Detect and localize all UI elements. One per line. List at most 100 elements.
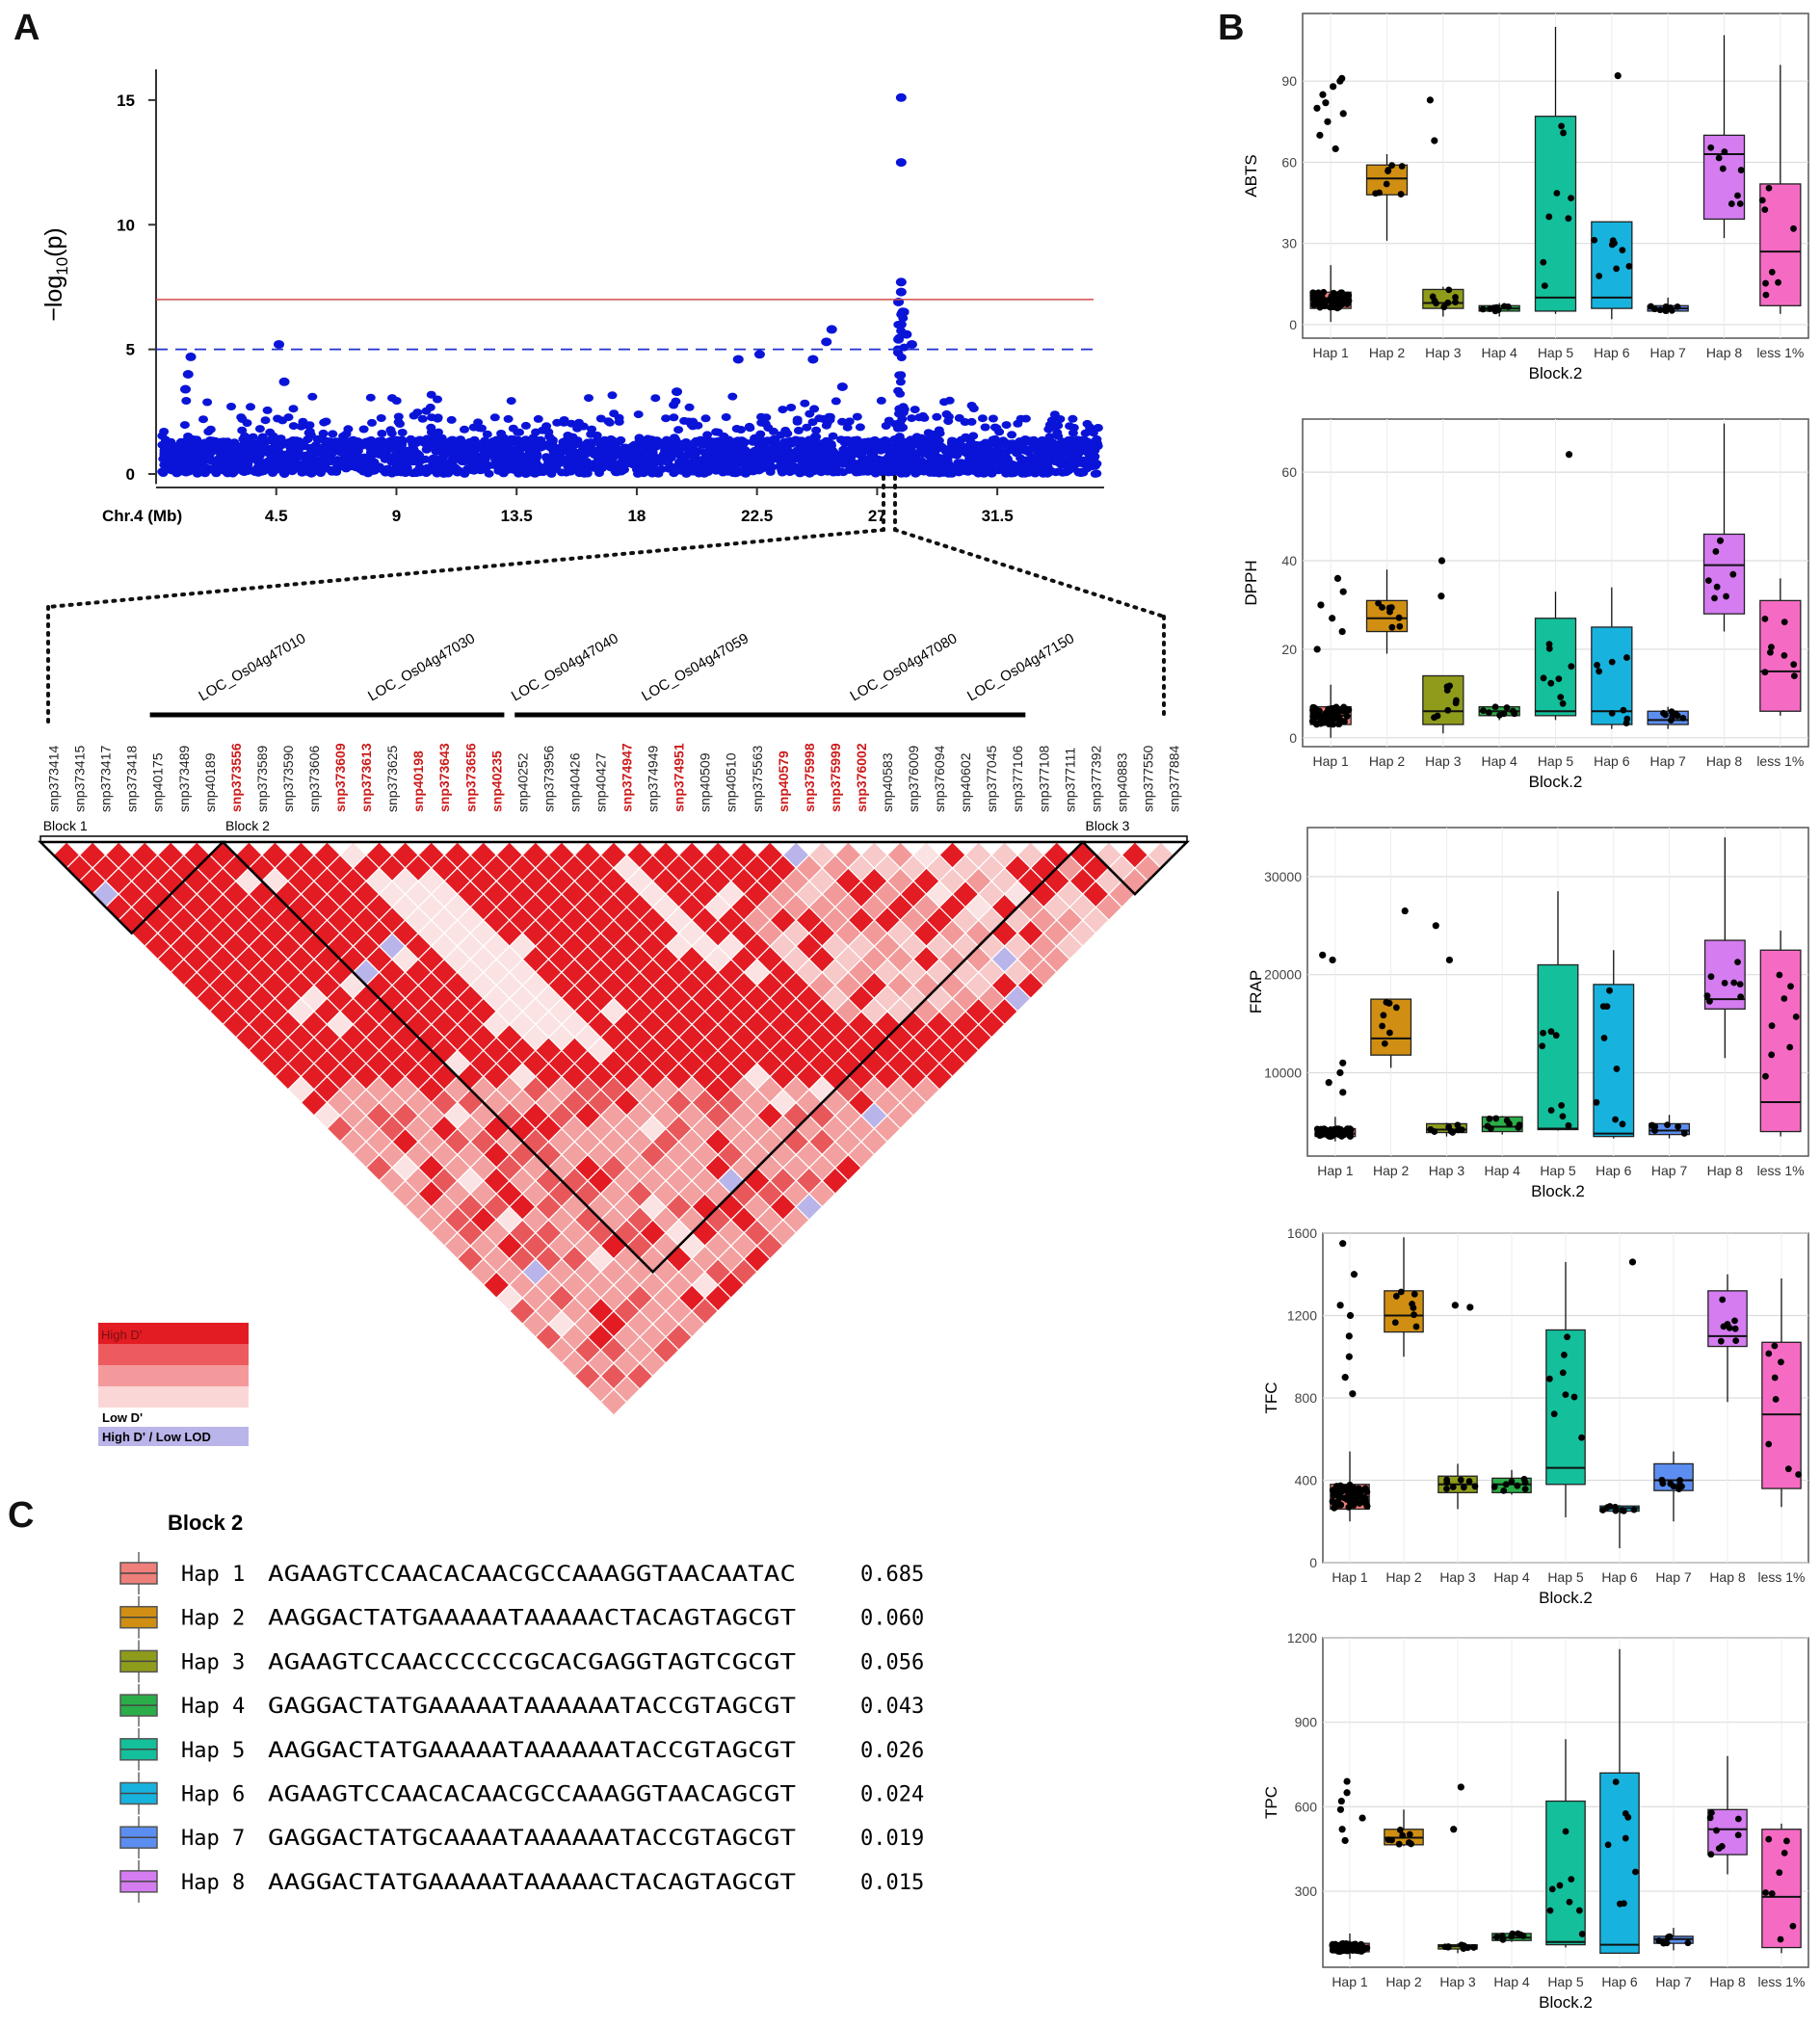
snp-point [1068,414,1078,423]
outlier-point [1343,1789,1351,1797]
snp-point [1055,415,1066,423]
hap-sequence: AAGGACTATGAAAAATAAAAACTACAGTAGCGT [268,1607,796,1631]
snp-label: snp373643 [436,743,452,812]
data-point [1445,286,1453,294]
data-point [1730,979,1738,987]
snp-point [700,414,711,423]
data-point [1568,195,1574,202]
data-point [1719,1296,1727,1303]
snp-point [1052,457,1063,465]
peak-snp-point [182,370,194,379]
data-point [1575,1907,1583,1914]
snp-point [977,414,988,423]
snp-point [183,464,193,473]
data-point [1343,294,1351,301]
snp-label: snp40189 [202,752,218,812]
snp-point [868,453,879,461]
y-tick-label: 40 [1281,553,1297,568]
snp-label: snp373556 [228,743,244,812]
outlier-point [1457,1783,1464,1791]
x-tick-label: Hap 7 [1651,1163,1688,1178]
snp-point [633,410,644,419]
data-point [1329,716,1336,724]
x-tick-label: Hap 4 [1481,345,1517,360]
x-tick-label: Hap 2 [1373,1163,1410,1178]
snp-label: snp377111 [1062,748,1077,812]
snp-point [207,439,217,448]
data-point [1493,1934,1500,1940]
outlier-point [1338,1826,1346,1833]
snp-point [1015,461,1025,470]
x-tick-label: Hap 7 [1649,753,1686,769]
data-point [1310,704,1318,711]
snp-point [767,462,778,471]
panel-label-b: B [1218,8,1245,48]
snp-point [721,413,731,421]
snp-point [1020,414,1031,423]
data-point [1600,1035,1608,1041]
x-tick-label: Hap 6 [1594,753,1630,769]
snp-point [770,436,780,444]
data-point [1502,1481,1510,1488]
snp-point [786,404,797,411]
data-point [1331,1504,1338,1512]
x-tick-label: Hap 3 [1425,345,1462,360]
data-point [1385,168,1391,175]
data-point [1443,1485,1450,1492]
snp-point [952,451,963,460]
snp-point [771,455,781,463]
data-point [1612,1507,1620,1514]
snp-point [199,469,210,478]
snp-point [761,413,772,422]
snp-point [254,425,265,434]
snp-point [277,416,288,425]
y-axis-title: TPC [1262,1786,1280,1819]
data-point [1674,712,1681,720]
data-point [1350,1484,1358,1491]
snp-point [552,418,563,427]
snp-point [242,443,252,451]
snp-point [564,437,574,446]
snp-point [755,435,766,444]
hap-frequency: 0.019 [860,1827,924,1851]
data-point [1666,1933,1674,1940]
data-point [1541,282,1548,290]
outlier-point [1325,1079,1332,1087]
snp-point [894,371,905,380]
snp-point [294,436,304,445]
data-point [1327,303,1333,311]
data-point [1777,1935,1784,1943]
snp-point [991,424,1002,433]
snp-point [390,445,400,454]
data-point [1330,1491,1337,1499]
ld-heatmap: LOC_Os04g47010 LOC_Os04g47030 LOC_Os04g470… [37,630,1191,1416]
snp-point [899,343,910,352]
data-point [1560,129,1567,137]
data-point [1762,1889,1769,1896]
data-point [1768,1890,1776,1897]
snp-point [386,429,397,437]
hap-sequence: AGAAGTCCAACACAACGCCAAAGGTAACAATAC [268,1563,796,1587]
x-tick-label: Hap 8 [1709,1569,1746,1585]
snp-point [506,397,516,406]
snp-point [251,452,260,461]
snp-point [301,462,311,471]
data-point [1464,1944,1471,1952]
data-point [1734,959,1741,966]
snp-point [1061,468,1071,477]
legend-swatch [98,1365,249,1386]
data-point [1557,694,1565,700]
snp-point [437,463,447,472]
data-point [1444,706,1452,714]
snp-point [595,440,605,449]
snp-point [1060,460,1070,468]
data-point [1406,1830,1413,1838]
data-point [1762,291,1770,299]
snp-point [409,411,419,420]
data-point [1703,992,1711,1000]
data-point [1521,1479,1529,1487]
data-point [1717,1337,1725,1345]
snp-point [895,389,906,398]
snp-point [358,425,369,434]
